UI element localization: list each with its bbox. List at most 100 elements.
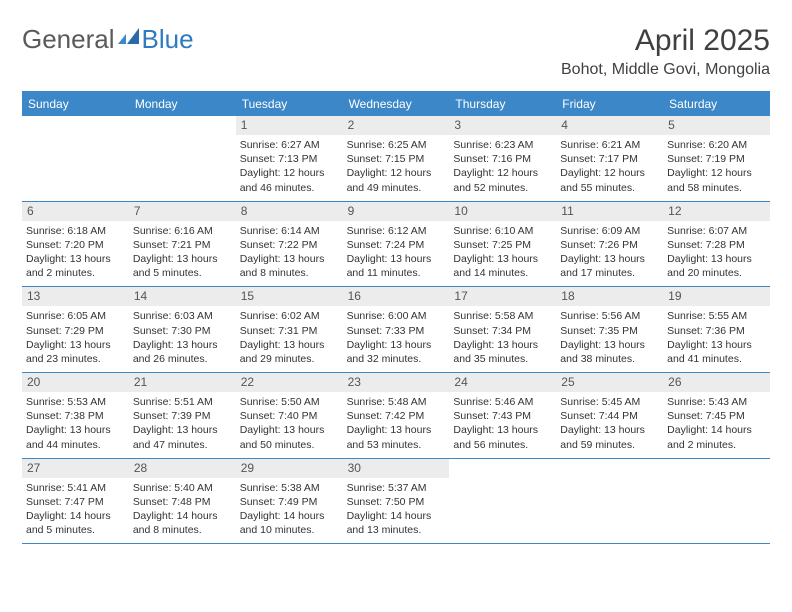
day-cell: 23 Sunrise: 5:48 AMSunset: 7:42 PMDayligh… [343,373,450,458]
week-row: 6Sunrise: 6:18 AMSunset: 7:20 PMDaylight… [22,202,770,288]
day-body: Sunrise: 6:09 AMSunset: 7:26 PMDaylight:… [560,224,659,281]
day-body: Sunrise: 5:51 AMSunset: 7:39 PMDaylight:… [133,395,232,452]
day-cell [663,459,770,544]
dow-cell: Tuesday [236,93,343,116]
daylight-line: Daylight: 13 hours and 14 minutes. [453,252,552,280]
sunrise-line: Sunrise: 6:21 AM [560,138,659,152]
day-cell: 10Sunrise: 6:10 AMSunset: 7:25 PMDayligh… [449,202,556,287]
sunset-line: Sunset: 7:44 PM [560,409,659,423]
day-cell: 1 Sunrise: 6:27 AMSunset: 7:13 PMDaylight… [236,116,343,201]
day-body: Sunrise: 5:45 AMSunset: 7:44 PMDaylight:… [560,395,659,452]
day-cell: 20Sunrise: 5:53 AMSunset: 7:38 PMDayligh… [22,373,129,458]
day-number: 1 [236,116,343,135]
sunrise-line: Sunrise: 6:07 AM [667,224,766,238]
sunrise-line: Sunrise: 5:53 AM [26,395,125,409]
sunset-line: Sunset: 7:26 PM [560,238,659,252]
daylight-line: Daylight: 12 hours and 46 minutes. [240,166,339,194]
days-of-week-row: SundayMondayTuesdayWednesdayThursdayFrid… [22,93,770,116]
day-number: 22 [236,373,343,392]
sunrise-line: Sunrise: 5:40 AM [133,481,232,495]
day-cell [22,116,129,201]
day-body: Sunrise: 6:00 AMSunset: 7:33 PMDaylight:… [347,309,446,366]
day-number: 14 [129,287,236,306]
sunrise-line: Sunrise: 6:09 AM [560,224,659,238]
sunset-line: Sunset: 7:40 PM [240,409,339,423]
sunset-line: Sunset: 7:28 PM [667,238,766,252]
day-cell: 18 Sunrise: 5:56 AMSunset: 7:35 PMDayligh… [556,287,663,372]
day-body: Sunrise: 5:40 AMSunset: 7:48 PMDaylight:… [133,481,232,538]
sunset-line: Sunset: 7:48 PM [133,495,232,509]
day-cell: 16Sunrise: 6:00 AMSunset: 7:33 PMDayligh… [343,287,450,372]
day-number: 23 [343,373,450,392]
daylight-line: Daylight: 12 hours and 49 minutes. [347,166,446,194]
daylight-line: Daylight: 13 hours and 26 minutes. [133,338,232,366]
weeks-container: 1Sunrise: 6:27 AMSunset: 7:13 PMDaylight… [22,116,770,544]
daylight-line: Daylight: 13 hours and 38 minutes. [560,338,659,366]
day-body: Sunrise: 5:37 AMSunset: 7:50 PMDaylight:… [347,481,446,538]
day-cell: 14Sunrise: 6:03 AMSunset: 7:30 PMDayligh… [129,287,236,372]
sunset-line: Sunset: 7:16 PM [453,152,552,166]
daylight-line: Daylight: 14 hours and 5 minutes. [26,509,125,537]
sunrise-line: Sunrise: 6:10 AM [453,224,552,238]
sunset-line: Sunset: 7:29 PM [26,324,125,338]
dow-cell: Sunday [22,93,129,116]
daylight-line: Daylight: 13 hours and 32 minutes. [347,338,446,366]
day-body: Sunrise: 6:23 AMSunset: 7:16 PMDaylight:… [453,138,552,195]
day-number: 10 [449,202,556,221]
day-body: Sunrise: 5:55 AMSunset: 7:36 PMDaylight:… [667,309,766,366]
sunset-line: Sunset: 7:22 PM [240,238,339,252]
day-body: Sunrise: 5:38 AMSunset: 7:49 PMDaylight:… [240,481,339,538]
daylight-line: Daylight: 13 hours and 5 minutes. [133,252,232,280]
day-number: 4 [556,116,663,135]
day-cell: 8Sunrise: 6:14 AMSunset: 7:22 PMDaylight… [236,202,343,287]
sunrise-line: Sunrise: 6:27 AM [240,138,339,152]
sunrise-line: Sunrise: 5:48 AM [347,395,446,409]
daylight-line: Daylight: 13 hours and 53 minutes. [347,423,446,451]
day-body: Sunrise: 5:53 AMSunset: 7:38 PMDaylight:… [26,395,125,452]
day-body: Sunrise: 6:25 AMSunset: 7:15 PMDaylight:… [347,138,446,195]
day-number: 13 [22,287,129,306]
day-cell: 27Sunrise: 5:41 AMSunset: 7:47 PMDayligh… [22,459,129,544]
daylight-line: Daylight: 13 hours and 35 minutes. [453,338,552,366]
title-block: April 2025 Bohot, Middle Govi, Mongolia [561,24,770,79]
daylight-line: Daylight: 13 hours and 44 minutes. [26,423,125,451]
day-number: 5 [663,116,770,135]
daylight-line: Daylight: 13 hours and 50 minutes. [240,423,339,451]
day-cell: 2Sunrise: 6:25 AMSunset: 7:15 PMDaylight… [343,116,450,201]
sunset-line: Sunset: 7:17 PM [560,152,659,166]
day-number: 18 [556,287,663,306]
week-row: 1Sunrise: 6:27 AMSunset: 7:13 PMDaylight… [22,116,770,202]
day-cell: 15 Sunrise: 6:02 AMSunset: 7:31 PMDayligh… [236,287,343,372]
sunrise-line: Sunrise: 5:41 AM [26,481,125,495]
day-body: Sunrise: 6:27 AMSunset: 7:13 PMDaylight:… [240,138,339,195]
sunset-line: Sunset: 7:35 PM [560,324,659,338]
day-body: Sunrise: 5:48 AMSunset: 7:42 PMDaylight:… [347,395,446,452]
brand-word-1: General [22,24,115,55]
day-body: Sunrise: 5:43 AMSunset: 7:45 PMDaylight:… [667,395,766,452]
day-number: 7 [129,202,236,221]
sunrise-line: Sunrise: 6:23 AM [453,138,552,152]
day-cell [449,459,556,544]
daylight-line: Daylight: 13 hours and 20 minutes. [667,252,766,280]
day-cell: 25Sunrise: 5:45 AMSunset: 7:44 PMDayligh… [556,373,663,458]
sunset-line: Sunset: 7:24 PM [347,238,446,252]
day-cell [129,116,236,201]
sunset-line: Sunset: 7:39 PM [133,409,232,423]
sunset-line: Sunset: 7:13 PM [240,152,339,166]
day-body: Sunrise: 5:50 AMSunset: 7:40 PMDaylight:… [240,395,339,452]
daylight-line: Daylight: 14 hours and 8 minutes. [133,509,232,537]
sunrise-line: Sunrise: 5:56 AM [560,309,659,323]
sunset-line: Sunset: 7:30 PM [133,324,232,338]
day-body: Sunrise: 6:20 AMSunset: 7:19 PMDaylight:… [667,138,766,195]
sunrise-line: Sunrise: 6:12 AM [347,224,446,238]
month-title: April 2025 [561,24,770,57]
week-row: 13Sunrise: 6:05 AMSunset: 7:29 PMDayligh… [22,287,770,373]
day-number: 15 [236,287,343,306]
day-number: 12 [663,202,770,221]
sunrise-line: Sunrise: 6:00 AM [347,309,446,323]
daylight-line: Daylight: 14 hours and 13 minutes. [347,509,446,537]
day-body: Sunrise: 6:02 AMSunset: 7:31 PMDaylight:… [240,309,339,366]
daylight-line: Daylight: 13 hours and 2 minutes. [26,252,125,280]
brand-word-2: Blue [142,24,194,55]
dow-cell: Saturday [663,93,770,116]
